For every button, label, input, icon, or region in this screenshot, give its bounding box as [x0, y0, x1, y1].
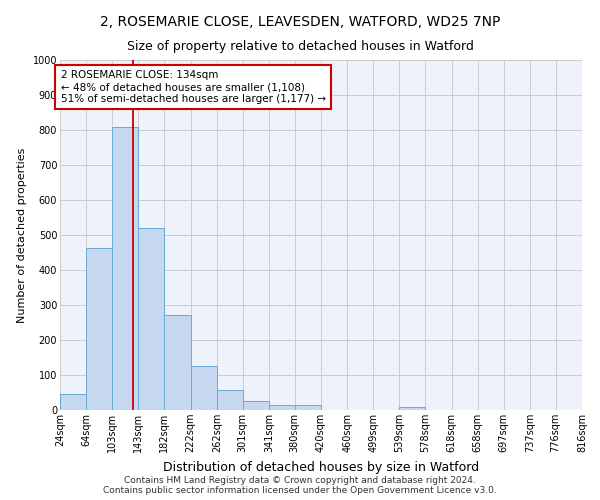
Bar [60, 394, 86, 410]
Y-axis label: Number of detached properties: Number of detached properties [17, 148, 27, 322]
Bar [86, 248, 112, 410]
Bar [112, 126, 139, 410]
Bar [191, 366, 217, 410]
Bar [164, 315, 191, 410]
Bar [269, 405, 295, 410]
Text: Size of property relative to detached houses in Watford: Size of property relative to detached ho… [127, 40, 473, 53]
Bar [400, 406, 425, 410]
X-axis label: Distribution of detached houses by size in Watford: Distribution of detached houses by size … [163, 460, 479, 473]
Bar [295, 405, 321, 410]
Text: 2 ROSEMARIE CLOSE: 134sqm
← 48% of detached houses are smaller (1,108)
51% of se: 2 ROSEMARIE CLOSE: 134sqm ← 48% of detac… [61, 70, 326, 104]
Text: Contains HM Land Registry data © Crown copyright and database right 2024.
Contai: Contains HM Land Registry data © Crown c… [103, 476, 497, 495]
Bar [217, 390, 242, 410]
Bar [139, 228, 164, 410]
Text: 2, ROSEMARIE CLOSE, LEAVESDEN, WATFORD, WD25 7NP: 2, ROSEMARIE CLOSE, LEAVESDEN, WATFORD, … [100, 15, 500, 29]
Bar [242, 401, 269, 410]
